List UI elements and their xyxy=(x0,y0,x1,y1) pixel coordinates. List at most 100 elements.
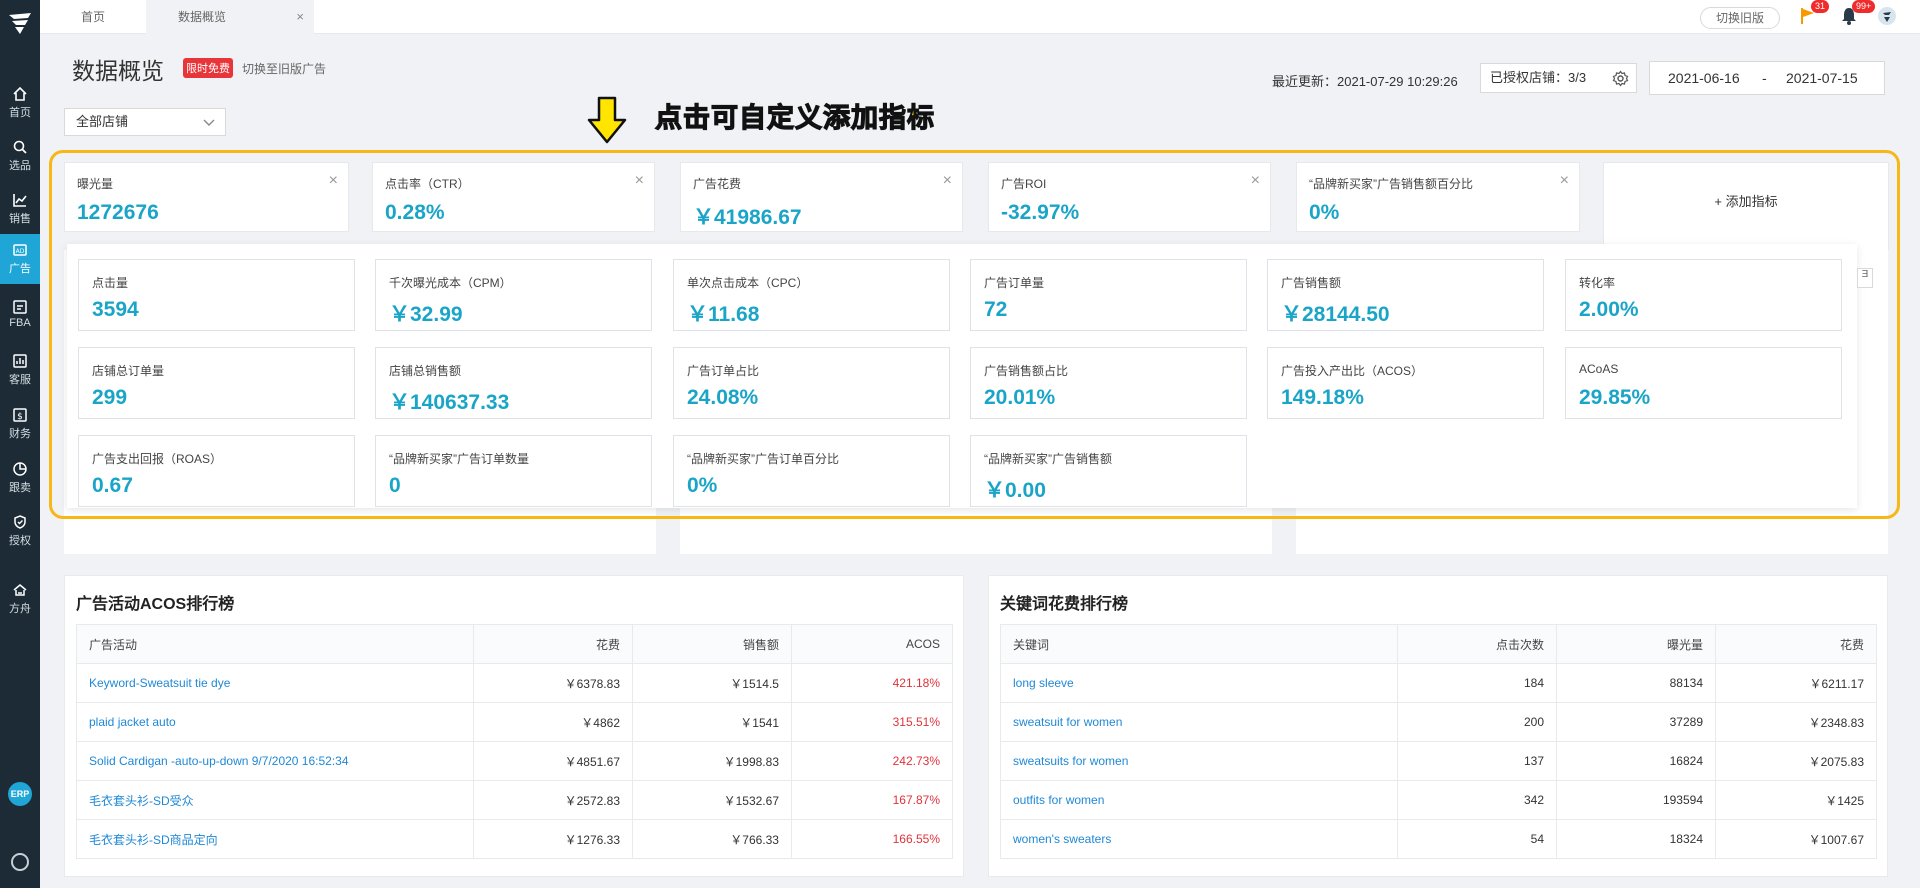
close-icon[interactable]: × xyxy=(942,172,952,189)
authorized-stores-box[interactable]: 已授权店铺：3/3 xyxy=(1480,63,1637,93)
metric-label: 店铺总销售额 xyxy=(389,364,462,378)
gear-icon[interactable] xyxy=(1612,70,1629,87)
user-icon[interactable] xyxy=(11,853,29,871)
ad-icon: AD xyxy=(13,244,27,256)
campaign-link[interactable]: plaid jacket auto xyxy=(76,702,474,742)
store-select-value: 全部店铺 xyxy=(76,114,129,129)
metric-card-impressions[interactable]: 曝光量 1272676 × xyxy=(64,162,349,232)
campaign-link[interactable]: 毛衣套头衫-SD受众 xyxy=(76,780,474,820)
metric-value: ￥32.99 xyxy=(389,303,463,326)
sidebar-item-selection[interactable]: 选品 xyxy=(0,131,40,181)
close-icon[interactable]: × xyxy=(328,172,338,189)
campaign-link[interactable]: 毛衣套头衫-SD商品定向 xyxy=(76,819,474,859)
metric-option-acoas[interactable]: ACoAS 29.85% xyxy=(1565,347,1842,419)
flag-notification[interactable]: 31 xyxy=(1799,0,1830,29)
metric-label: 广告订单量 xyxy=(984,276,1045,290)
metric-option-conversion[interactable]: 转化率 2.00% xyxy=(1565,259,1842,331)
close-icon[interactable]: × xyxy=(1250,172,1260,189)
sidebar-item-home[interactable]: 首页 xyxy=(0,78,40,128)
tab-home[interactable]: 首页 xyxy=(80,10,105,24)
keyword-link[interactable]: long sleeve xyxy=(1000,663,1398,703)
metric-label: 广告支出回报（ROAS） xyxy=(92,452,223,466)
acos-ranking-title: 广告活动ACOS排行榜 xyxy=(76,596,235,613)
switch-old-ads-link[interactable]: 切换至旧版广告 xyxy=(242,62,327,76)
metric-value: 29.85% xyxy=(1579,386,1651,409)
partial-control[interactable]: Ǝ xyxy=(1857,268,1873,288)
switch-old-version-button[interactable]: 切换旧版 xyxy=(1700,7,1780,29)
campaign-link[interactable]: Keyword-Sweatsuit tie dye xyxy=(76,663,474,703)
metric-option-acos[interactable]: 广告投入产出比（ACOS） 149.18% xyxy=(1267,347,1544,419)
sidebar-item-ads[interactable]: AD 广告 xyxy=(0,234,40,284)
metric-card-ctr[interactable]: 点击率（CTR） 0.28% × xyxy=(372,162,655,232)
metric-picker-dropdown xyxy=(67,244,1857,508)
metric-value: 299 xyxy=(92,386,128,409)
sidebar-item-fba[interactable]: FBA xyxy=(0,291,40,341)
sidebar-item-finance[interactable]: $ 财务 xyxy=(0,399,40,449)
keyword-link[interactable]: sweatsuits for women xyxy=(1000,741,1398,781)
metric-option-new-buyer-order-pct[interactable]: “品牌新买家”广告订单百分比 0% xyxy=(673,435,950,507)
close-icon[interactable]: × xyxy=(1559,172,1569,189)
metric-option-store-orders[interactable]: 店铺总订单量 299 xyxy=(78,347,355,419)
metric-value: ￥41986.67 xyxy=(693,206,802,229)
column-header: 点击次数 xyxy=(1397,624,1557,664)
metric-label: 广告ROI xyxy=(1001,177,1047,191)
metric-option-cpc[interactable]: 单次点击成本（CPC） ￥11.68 xyxy=(673,259,950,331)
metric-value: ￥140637.33 xyxy=(389,391,510,414)
chevron-down-icon xyxy=(203,119,215,126)
metric-option-ad-order-ratio[interactable]: 广告订单占比 24.08% xyxy=(673,347,950,419)
metric-option-ad-orders[interactable]: 广告订单量 72 xyxy=(970,259,1247,331)
sidebar-item-ark[interactable]: 方舟 xyxy=(0,574,40,624)
metric-option-cpm[interactable]: 千次曝光成本（CPM） ￥32.99 xyxy=(375,259,652,331)
logo-icon[interactable] xyxy=(6,10,34,36)
metric-option-ad-sales-ratio[interactable]: 广告销售额占比 20.01% xyxy=(970,347,1247,419)
date-start[interactable]: 2021-06-16 xyxy=(1668,70,1740,86)
date-range-picker[interactable]: 2021-06-16 - 2021-07-15 xyxy=(1649,61,1885,95)
metric-option-store-sales[interactable]: 店铺总销售额 ￥140637.33 xyxy=(375,347,652,419)
sidebar-item-label: 选品 xyxy=(9,160,31,172)
sidebar-item-label: 首页 xyxy=(9,107,31,119)
keyword-link[interactable]: women's sweaters xyxy=(1000,819,1398,859)
metric-card-ad-spend[interactable]: 广告花费 ￥41986.67 × xyxy=(680,162,963,232)
sidebar-item-service[interactable]: 客服 xyxy=(0,345,40,395)
chart-icon xyxy=(13,194,27,207)
keyword-ranking-title: 关键词花费排行榜 xyxy=(1000,596,1129,613)
spend-cell: ￥6378.83 xyxy=(473,663,633,703)
add-metric-button[interactable]: + 添加指标 xyxy=(1603,162,1889,250)
keyword-link[interactable]: outfits for women xyxy=(1000,780,1398,820)
table-row: Solid Cardigan -auto-up-down 9/7/2020 16… xyxy=(76,741,953,781)
clicks-cell: 137 xyxy=(1397,741,1557,781)
close-icon[interactable]: × xyxy=(296,9,304,24)
avatar[interactable] xyxy=(1877,6,1897,29)
metric-option-roas[interactable]: 广告支出回报（ROAS） 0.67 xyxy=(78,435,355,507)
bell-count-badge: 99+ xyxy=(1852,0,1876,13)
page-title: 数据概览 xyxy=(72,58,164,84)
date-end[interactable]: 2021-07-15 xyxy=(1786,70,1858,86)
erp-badge[interactable]: ERP xyxy=(8,782,32,806)
sidebar-item-auth[interactable]: 授权 xyxy=(0,506,40,556)
sidebar-item-sales[interactable]: 销售 xyxy=(0,184,40,234)
keyword-link[interactable]: sweatsuit for women xyxy=(1000,702,1398,742)
metric-label: 点击率（CTR） xyxy=(385,177,470,191)
metric-option-clicks[interactable]: 点击量 3594 xyxy=(78,259,355,331)
metric-option-new-buyer-sales[interactable]: “品牌新买家”广告销售额 ￥0.00 xyxy=(970,435,1247,507)
finance-icon: $ xyxy=(13,408,27,422)
spend-cell: ￥6211.17 xyxy=(1715,663,1877,703)
sidebar-item-follow[interactable]: 跟卖 xyxy=(0,453,40,503)
metric-card-ad-roi[interactable]: 广告ROI -32.97% × xyxy=(988,162,1271,232)
metric-option-new-buyer-orders[interactable]: “品牌新买家”广告订单数量 0 xyxy=(375,435,652,507)
metric-card-new-buyer-sales-pct[interactable]: “品牌新买家”广告销售额百分比 0% × xyxy=(1296,162,1580,232)
campaign-link[interactable]: Solid Cardigan -auto-up-down 9/7/2020 16… xyxy=(76,741,474,781)
metric-option-ad-sales[interactable]: 广告销售额 ￥28144.50 xyxy=(1267,259,1544,331)
metric-label: 广告销售额占比 xyxy=(984,364,1069,378)
spend-cell: ￥4851.67 xyxy=(473,741,633,781)
bell-notification[interactable]: 99+ xyxy=(1840,0,1876,29)
spend-cell: ￥2572.83 xyxy=(473,780,633,820)
clicks-cell: 184 xyxy=(1397,663,1557,703)
store-select[interactable]: 全部店铺 xyxy=(64,108,226,136)
acos-cell: 315.51% xyxy=(791,702,953,742)
close-icon[interactable]: × xyxy=(634,172,644,189)
sidebar-item-label: 方舟 xyxy=(9,603,31,615)
tab-data-overview[interactable]: 数据概览 × xyxy=(146,0,314,34)
metric-label: “品牌新买家”广告销售额百分比 xyxy=(1309,177,1473,191)
column-header: 花费 xyxy=(473,624,633,664)
